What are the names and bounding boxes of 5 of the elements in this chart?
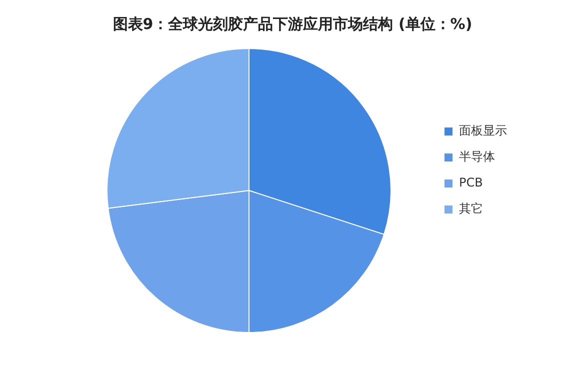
legend-label: 面板显示 bbox=[459, 124, 507, 138]
legend-label: PCB bbox=[459, 176, 483, 190]
legend-label: 其它 bbox=[459, 202, 483, 216]
chart-title: 图表9：全球光刻胶产品下游应用市场结构 (单位：%) bbox=[112, 14, 472, 33]
legend-label: 半导体 bbox=[459, 150, 495, 164]
